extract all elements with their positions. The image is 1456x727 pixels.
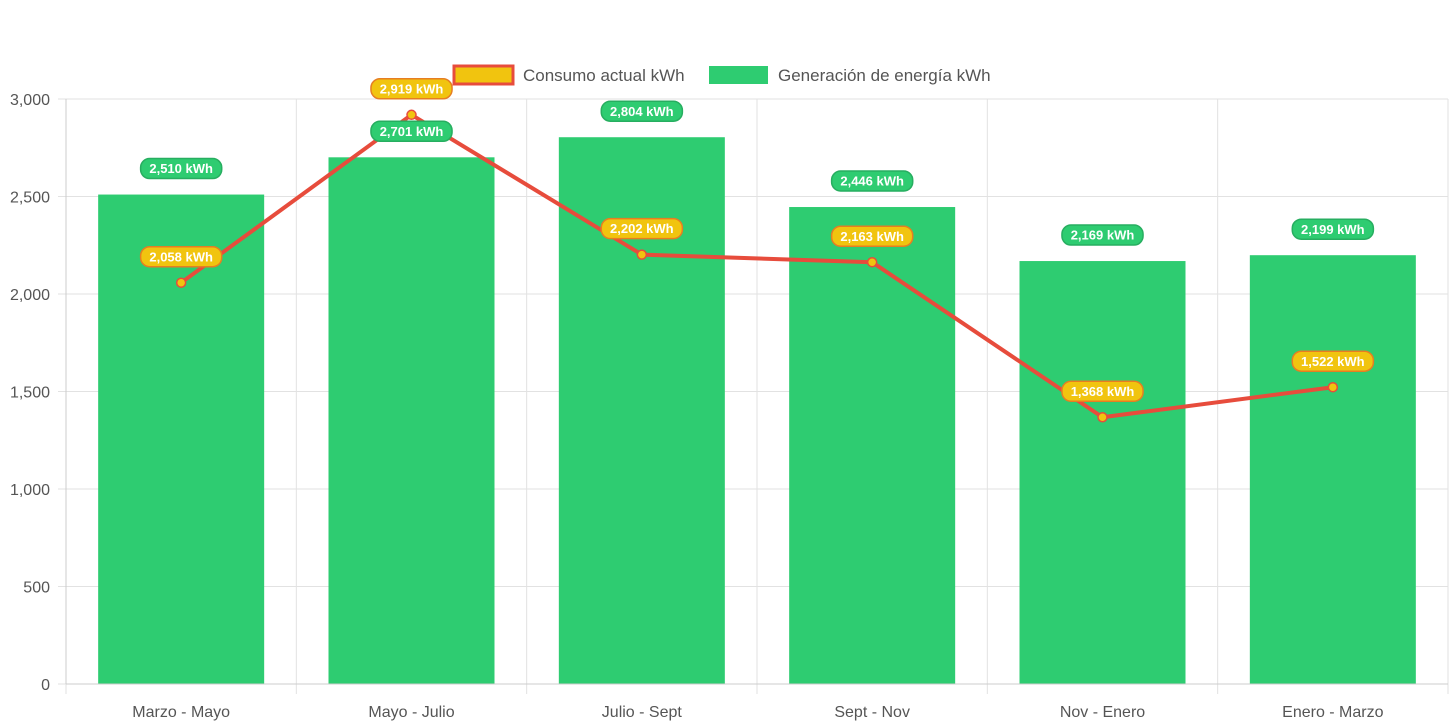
bar-data-label: 2,701 kWh bbox=[370, 120, 453, 143]
bar-data-label: 2,804 kWh bbox=[600, 100, 684, 122]
x-tick-label: Sept - Nov bbox=[834, 704, 910, 721]
axis-layer: 0 500 1,000 1,500 2,000 2,500 3,000 Marzo - May… bbox=[10, 92, 1448, 721]
legend-item-generacion[interactable]: Generación de energía kWh bbox=[709, 66, 991, 85]
point-consumo[interactable] bbox=[175, 277, 187, 288]
bar-data-label-bg bbox=[600, 100, 684, 122]
y-tick-label: 2,500 bbox=[10, 190, 50, 207]
bar-data-label: 2,199 kWh bbox=[1291, 218, 1375, 240]
bar-data-label-text: 2,446 kWh bbox=[840, 174, 904, 189]
x-tick-label: Enero - Marzo bbox=[1282, 704, 1383, 721]
bar-data-label-text: 2,199 kWh bbox=[1301, 222, 1365, 237]
line-data-label-bg bbox=[1061, 380, 1144, 402]
bar-data-label-bg bbox=[1291, 218, 1375, 240]
y-tick-label: 1,000 bbox=[10, 482, 50, 499]
legend-label-consumo: Consumo actual kWh bbox=[523, 66, 685, 85]
bar-data-label-bg bbox=[139, 157, 223, 180]
line-data-label-text: 2,163 kWh bbox=[840, 229, 904, 244]
bar-generacion[interactable] bbox=[98, 194, 265, 685]
line-data-label-text: 2,058 kWh bbox=[149, 249, 213, 264]
point-consumo[interactable] bbox=[406, 109, 417, 121]
label-layer: 2,510 kWh 2,701 kWh 2,804 kWh 2,446 kWh 2,16… bbox=[139, 78, 1375, 402]
x-tick-label: Nov - Enero bbox=[1060, 704, 1145, 721]
x-tick-label: Marzo - Mayo bbox=[132, 704, 230, 721]
line-data-label-text: 2,202 kWh bbox=[610, 221, 674, 236]
y-tick-label: 500 bbox=[23, 580, 50, 597]
legend-swatch-generacion bbox=[709, 66, 768, 84]
line-consumo bbox=[179, 112, 1334, 420]
legend-swatch-consumo bbox=[452, 64, 515, 86]
legend[interactable]: Consumo actual kWh Generación de energía … bbox=[452, 64, 991, 86]
bar-data-label-text: 2,510 kWh bbox=[149, 161, 213, 176]
line-data-label-bg bbox=[600, 217, 684, 240]
legend-label-generacion: Generación de energía kWh bbox=[778, 66, 991, 85]
bar-data-label-bg bbox=[830, 170, 914, 192]
point-consumo[interactable] bbox=[1097, 411, 1108, 423]
bar-data-label: 2,510 kWh bbox=[139, 157, 223, 180]
point-consumo[interactable] bbox=[636, 249, 648, 260]
bar-generacion[interactable] bbox=[328, 157, 495, 684]
line-layer bbox=[175, 109, 1339, 423]
bar-generacion[interactable] bbox=[789, 207, 956, 684]
line-data-label: 2,919 kWh bbox=[370, 78, 453, 100]
bar-data-label: 2,446 kWh bbox=[830, 170, 914, 192]
bar-data-label-text: 2,169 kWh bbox=[1071, 228, 1135, 243]
bar-data-label-bg bbox=[1061, 224, 1144, 246]
line-data-label-bg bbox=[139, 245, 223, 268]
line-data-label: 2,058 kWh bbox=[139, 245, 223, 268]
line-data-label-bg bbox=[370, 78, 453, 100]
point-consumo[interactable] bbox=[1327, 381, 1339, 393]
y-tick-label: 2,000 bbox=[10, 287, 50, 304]
line-data-label: 2,163 kWh bbox=[830, 225, 914, 247]
bar-data-label-text: 2,701 kWh bbox=[380, 124, 444, 139]
line-data-label-bg bbox=[830, 225, 914, 247]
y-tick-label: 3,000 bbox=[10, 92, 50, 109]
legend-item-consumo[interactable]: Consumo actual kWh bbox=[452, 64, 685, 86]
line-data-label-bg bbox=[1291, 350, 1375, 372]
x-tick-label: Mayo - Julio bbox=[368, 704, 454, 721]
bar-generacion[interactable] bbox=[1249, 255, 1416, 684]
bar-data-label: 2,169 kWh bbox=[1061, 224, 1144, 246]
bar-data-label-bg bbox=[370, 120, 453, 143]
bar-layer bbox=[98, 137, 1416, 685]
line-data-label-text: 1,522 kWh bbox=[1301, 354, 1365, 369]
line-data-label: 2,202 kWh bbox=[600, 217, 684, 240]
grid-layer bbox=[65, 98, 1449, 694]
line-data-label: 1,368 kWh bbox=[1061, 380, 1144, 402]
line-data-label-text: 2,919 kWh bbox=[380, 81, 444, 96]
y-tick-label: 0 bbox=[41, 677, 50, 694]
bar-data-label-text: 2,804 kWh bbox=[610, 104, 674, 119]
point-consumo[interactable] bbox=[866, 256, 878, 268]
x-tick-label: Julio - Sept bbox=[602, 704, 683, 721]
line-data-label: 1,522 kWh bbox=[1291, 350, 1375, 372]
y-tick-label: 1,500 bbox=[10, 385, 50, 402]
bar-generacion[interactable] bbox=[1019, 261, 1186, 684]
line-data-label-text: 1,368 kWh bbox=[1071, 384, 1135, 399]
